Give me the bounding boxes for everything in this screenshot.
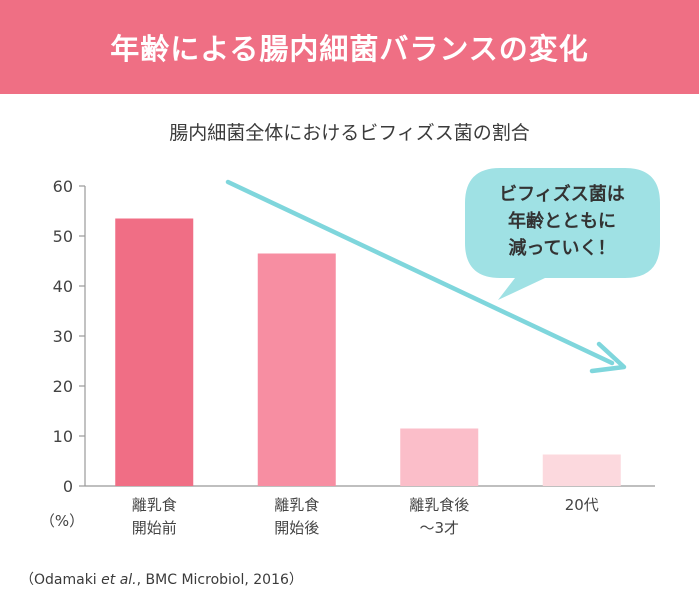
category-label: 離乳食: [132, 496, 177, 514]
y-tick-label: 50: [53, 227, 73, 246]
y-tick-label: 60: [53, 177, 73, 196]
bubble-text-line: ビフィズス菌は: [499, 183, 625, 205]
source-italic: et al.: [101, 572, 137, 588]
bar: [400, 428, 479, 486]
y-tick-label: 40: [53, 277, 73, 296]
y-axis-unit: （%）: [40, 512, 84, 530]
bubble-text-line: 減っていく！: [508, 237, 615, 259]
y-tick-label: 30: [53, 327, 73, 346]
bubble-text-line: 年齢とともに: [508, 210, 616, 232]
category-label: 離乳食: [274, 496, 319, 514]
trend-arrow-head: [589, 341, 627, 374]
bar: [257, 253, 336, 486]
source-citation: （Odamaki et al., BMC Microbiol, 2016）: [20, 569, 303, 589]
category-label: 開始後: [274, 519, 319, 537]
page-title: 年齢による腸内細菌バランスの変化: [110, 32, 589, 66]
bar: [115, 218, 194, 486]
bar: [542, 454, 621, 486]
category-label: 離乳食後: [409, 496, 469, 514]
speech-bubble: [465, 168, 660, 300]
source-suffix: , BMC Microbiol, 2016）: [136, 572, 303, 588]
category-label: 20代: [565, 496, 599, 514]
y-tick-label: 0: [63, 477, 73, 496]
y-tick-label: 10: [53, 427, 73, 446]
source-prefix: （Odamaki: [20, 572, 102, 588]
category-label: 開始前: [132, 519, 177, 537]
y-tick-labels: 0 10 20 30 40 50 60 （%）: [40, 177, 84, 530]
header-banner: 年齢による腸内細菌バランスの変化: [0, 0, 699, 94]
category-label: ～3才: [419, 519, 459, 537]
trend-arrow-line: [225, 179, 615, 366]
chart-title: 腸内細菌全体におけるビフィズス菌の割合: [169, 122, 530, 144]
chart-bars: [115, 218, 621, 486]
y-tick-label: 20: [53, 377, 73, 396]
